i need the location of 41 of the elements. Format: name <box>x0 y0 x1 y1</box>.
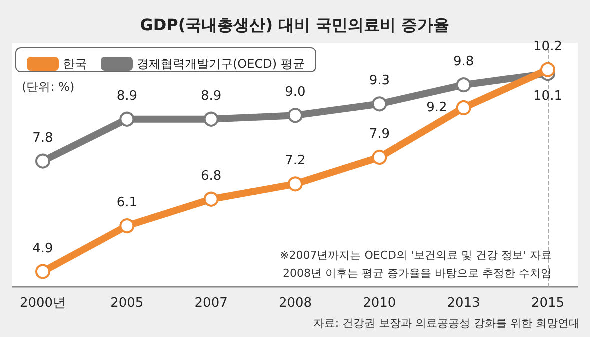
text: 자료: 건강권 보장과 의료공공성 강화를 위한 희망연대 <box>313 317 580 330</box>
x-tick-label: 2008 <box>278 296 312 311</box>
x-tick-label: 2000년 <box>20 296 66 311</box>
data-label: 10.1 <box>534 89 562 104</box>
x-tick-label: 2013 <box>447 296 480 311</box>
legend-label: 한국 <box>63 57 87 71</box>
point <box>120 218 135 234</box>
point <box>372 96 388 112</box>
legend-label: 경제협력개발기구(OECD) 평균 <box>137 57 305 71</box>
data-label: 7.2 <box>285 154 306 169</box>
point <box>456 100 472 116</box>
x-tick-label: 2010 <box>363 296 396 311</box>
point <box>288 108 303 124</box>
point <box>204 112 219 127</box>
data-label: 8.9 <box>116 88 138 104</box>
point <box>372 150 388 165</box>
point <box>36 264 50 280</box>
data-label: 6.8 <box>200 168 222 184</box>
data-label: 7.8 <box>32 130 54 146</box>
x-tick-label: 2005 <box>110 296 144 311</box>
data-label: 8.9 <box>200 88 222 104</box>
point <box>36 154 50 169</box>
point <box>120 112 135 127</box>
data-label: 6.1 <box>116 196 138 211</box>
annotation: 2008년 이후는 평균 증가율을 바탕으로 추정한 수치임 <box>283 267 552 280</box>
data-label: 9.2 <box>426 100 448 116</box>
chart-title: GDP(국내총생산) 대비 국민의료비 증가율 <box>140 16 450 34</box>
annotation: ※2007년까지는 OECD의 '보건의료 및 건강 정보' 자료 <box>280 249 552 262</box>
x-tick-label: 2007 <box>194 296 228 311</box>
data-label: 9.8 <box>453 54 474 70</box>
annotation: (단위: %) <box>22 80 75 94</box>
data-label: 9.3 <box>369 74 390 89</box>
data-label: 10.2 <box>534 39 562 54</box>
x-tick-label: 2015 <box>531 296 565 311</box>
point <box>204 192 219 207</box>
point <box>456 78 472 93</box>
point <box>540 62 556 78</box>
data-label: 9.0 <box>285 85 306 100</box>
data-label: 4.9 <box>32 241 54 256</box>
point <box>288 176 303 192</box>
data-label: 7.9 <box>369 126 390 142</box>
